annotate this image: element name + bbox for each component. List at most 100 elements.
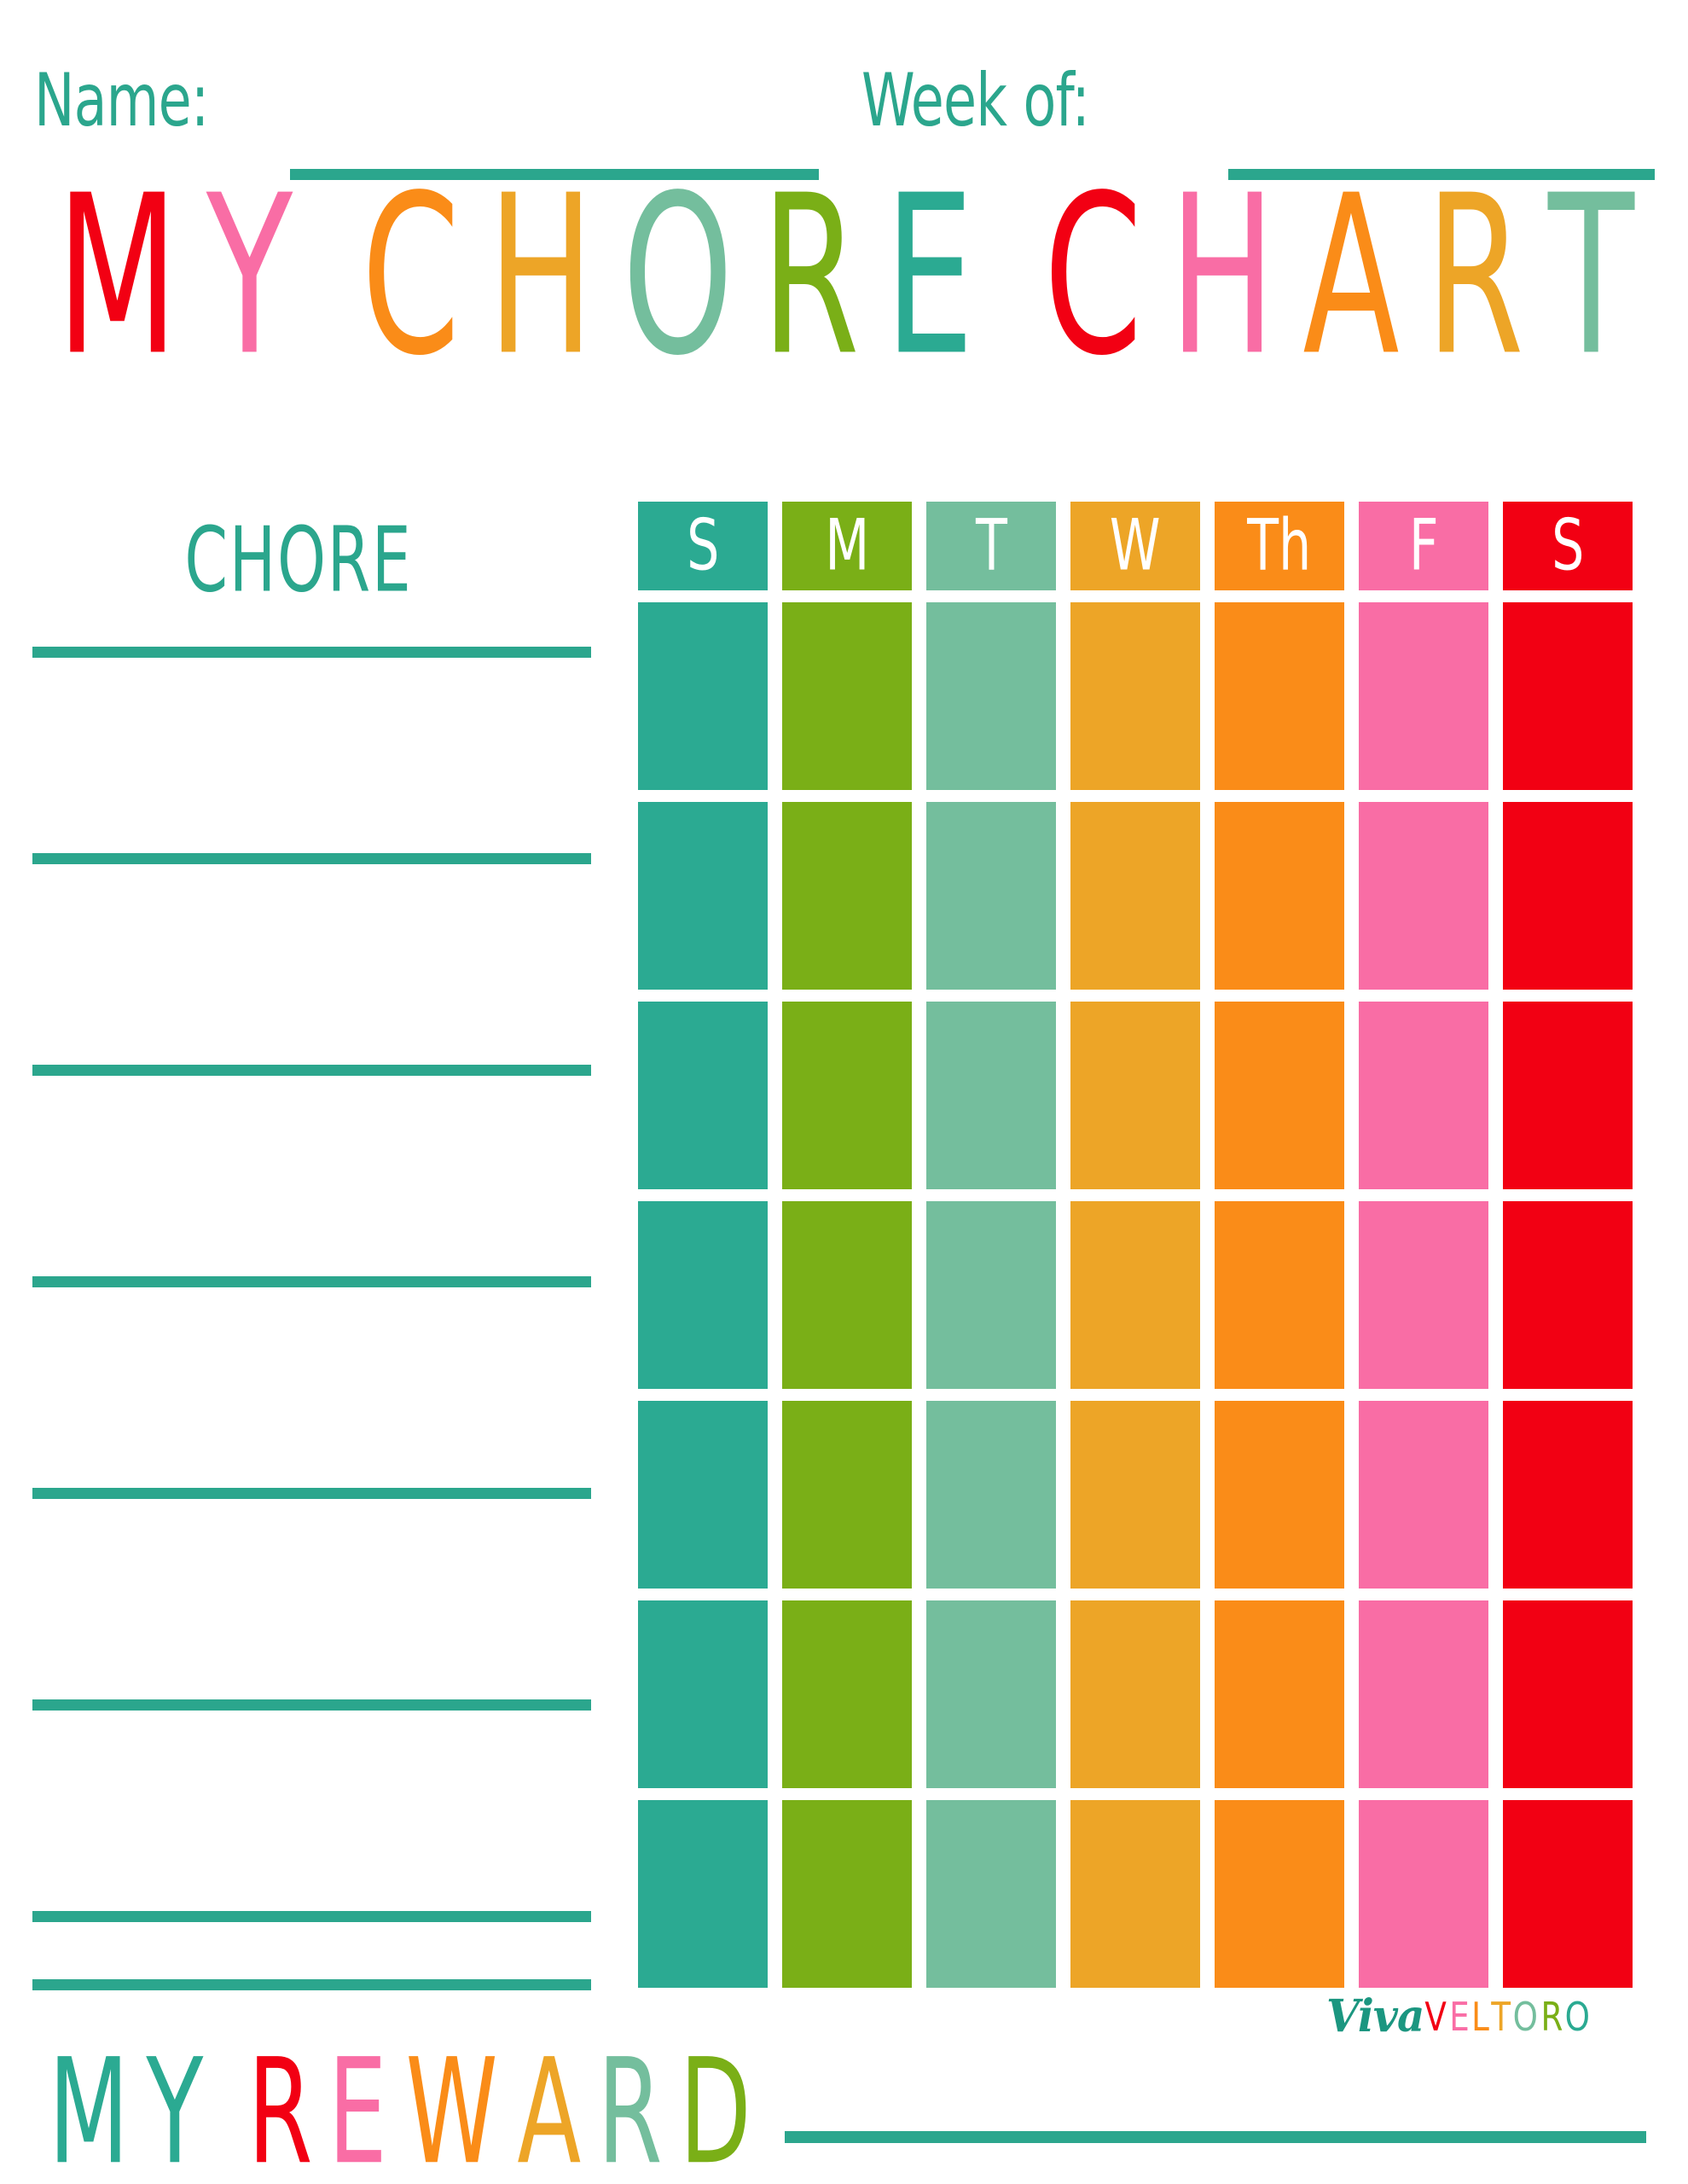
day-header-thursday: Th [1215, 502, 1344, 590]
chore-cell[interactable] [1359, 1600, 1488, 1788]
chore-cell[interactable] [1359, 602, 1488, 790]
chore-column-header: CHORE [0, 507, 597, 612]
chore-cell[interactable] [1503, 1002, 1633, 1189]
day-column-tuesday: T [926, 502, 1056, 1990]
chore-cell[interactable] [1359, 1201, 1488, 1389]
chore-cell[interactable] [782, 602, 912, 790]
day-header-label: S [686, 505, 720, 587]
chore-cell[interactable] [926, 802, 1056, 990]
day-header-label: S [1551, 505, 1585, 587]
title-letter-11: A [1302, 148, 1401, 404]
title-letter-3: R [247, 2027, 313, 2184]
chore-cell[interactable] [638, 1600, 768, 1788]
chore-cell[interactable] [1215, 1600, 1344, 1788]
chore-cell[interactable] [638, 1002, 768, 1189]
chore-grid: S M T W Th F S [638, 502, 1646, 1990]
day-header-label: F [1408, 505, 1439, 587]
title-letter-13: T [1548, 148, 1636, 404]
title-letter-0: M [48, 2027, 130, 2184]
title-letter-5: W [405, 2027, 498, 2184]
chore-cell[interactable] [638, 1201, 768, 1389]
chore-cell[interactable] [782, 1002, 912, 1189]
day-column-sunday: S [638, 502, 768, 1990]
title-letter-1: Y [146, 2027, 204, 2184]
chore-cell[interactable] [782, 1201, 912, 1389]
chore-cell[interactable] [1359, 1401, 1488, 1589]
chore-cell[interactable] [1070, 1201, 1200, 1389]
chore-write-in-line[interactable] [32, 1911, 591, 1922]
day-header-label: Th [1247, 505, 1312, 587]
chore-cell[interactable] [1070, 1401, 1200, 1589]
chore-write-in-line[interactable] [32, 853, 591, 864]
chore-cell[interactable] [1215, 1002, 1344, 1189]
chore-write-in-line[interactable] [32, 1065, 591, 1076]
chore-write-in-line[interactable] [32, 1276, 591, 1287]
title-letter-7: E [885, 148, 976, 404]
chore-cell[interactable] [1359, 1800, 1488, 1988]
chore-cell[interactable] [926, 1600, 1056, 1788]
reward-write-in-line[interactable] [785, 2131, 1646, 2143]
chore-cell[interactable] [1070, 1800, 1200, 1988]
chore-cell[interactable] [782, 802, 912, 990]
day-column-monday: M [782, 502, 912, 1990]
chore-cell[interactable] [1215, 1401, 1344, 1589]
chore-write-in-line[interactable] [32, 1488, 591, 1499]
title-letter-6: A [517, 2027, 582, 2184]
chore-cell[interactable] [1503, 602, 1633, 790]
viva-veltoro-logo: VivaVELTORO [1326, 1989, 1592, 2042]
day-header-label: W [1110, 505, 1161, 587]
day-header-monday: M [782, 502, 912, 590]
day-column-friday: F [1359, 502, 1488, 1990]
chore-cell[interactable] [638, 602, 768, 790]
day-column-thursday: Th [1215, 502, 1344, 1990]
chore-cell[interactable] [782, 1800, 912, 1988]
chore-cell[interactable] [926, 1201, 1056, 1389]
title-letter-6: R [761, 148, 861, 404]
chore-write-in-line[interactable] [32, 1699, 591, 1711]
title-letter-12: R [1425, 148, 1525, 404]
week-of-write-in-line[interactable] [1228, 169, 1655, 180]
chore-cell[interactable] [1215, 802, 1344, 990]
chore-cell[interactable] [1215, 1201, 1344, 1389]
title-letter-0: M [56, 148, 180, 404]
chore-cell[interactable] [1503, 802, 1633, 990]
chore-cell[interactable] [1215, 602, 1344, 790]
chore-cell[interactable] [1359, 802, 1488, 990]
chore-cell[interactable] [1503, 1401, 1633, 1589]
chore-cell[interactable] [638, 1401, 768, 1589]
logo-letter-6: O [1565, 1994, 1591, 2040]
chore-cell[interactable] [1070, 802, 1200, 990]
chore-cell[interactable] [638, 802, 768, 990]
chore-cell[interactable] [1503, 1800, 1633, 1988]
title-letter-3: C [361, 148, 462, 404]
title-letter-7: R [597, 2027, 663, 2184]
title-letter-5: O [622, 148, 735, 404]
chore-cell[interactable] [926, 1002, 1056, 1189]
chore-cell[interactable] [1359, 1002, 1488, 1189]
title-letter-4: E [328, 2027, 387, 2184]
chore-cell[interactable] [782, 1401, 912, 1589]
chore-cell[interactable] [1215, 1800, 1344, 1988]
chore-cell[interactable] [926, 1401, 1056, 1589]
logo-letter-5: R [1540, 1994, 1563, 2040]
chore-cell[interactable] [1070, 1600, 1200, 1788]
chore-cell[interactable] [782, 1600, 912, 1788]
title-letter-4: H [487, 148, 595, 404]
chore-cell[interactable] [1070, 1002, 1200, 1189]
logo-script-word: Viva [1326, 1989, 1424, 2042]
chore-cell[interactable] [1503, 1201, 1633, 1389]
name-write-in-line[interactable] [290, 169, 819, 180]
chore-cell[interactable] [1503, 1600, 1633, 1788]
logo-letter-4: O [1512, 1994, 1539, 2040]
chore-cell[interactable] [926, 1800, 1056, 1988]
chore-write-in-line[interactable] [32, 1979, 591, 1990]
chore-cell[interactable] [638, 1800, 768, 1988]
logo-letter-2: L [1470, 1994, 1489, 2040]
logo-letter-3: T [1491, 1994, 1511, 2040]
chore-cell[interactable] [1070, 602, 1200, 790]
logo-letter-1: E [1448, 1994, 1470, 2040]
chore-cell[interactable] [926, 602, 1056, 790]
title-letter-1: Y [206, 148, 294, 404]
